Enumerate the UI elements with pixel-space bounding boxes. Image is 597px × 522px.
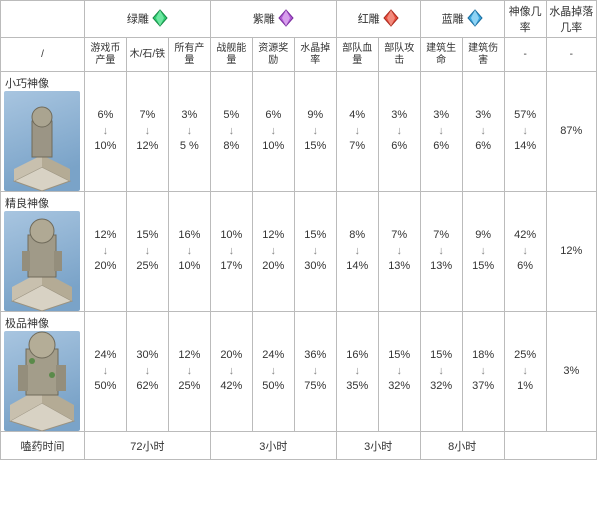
cell: 3%	[546, 312, 596, 432]
sub-dash2: -	[546, 38, 596, 72]
cell: 5%↓8%	[210, 72, 252, 192]
group-purple: 紫雕	[210, 1, 336, 38]
sub-r0: 部队血量	[336, 38, 378, 72]
group-blue-label: 蓝雕	[442, 13, 464, 25]
group-purple-label: 紫雕	[253, 13, 275, 25]
row-small: 小巧神像 6%↓10% 7%↓12% 3%↓5 % 5%↓8% 6%↓10% 9…	[1, 72, 597, 192]
statue-stats-table: 神像 绿雕 紫雕 红雕 蓝雕 神像几率 水晶掉落几率 / 游戏币产量 木/石/铁…	[0, 0, 597, 460]
col-statue-header: 神像	[1, 1, 85, 38]
statue-fine-cell: 精良神像	[1, 192, 85, 312]
sub-dash1: -	[504, 38, 546, 72]
gem-green-icon	[152, 9, 168, 30]
cell: 15%↓25%	[126, 192, 168, 312]
cell: 3%↓6%	[378, 72, 420, 192]
duration-empty	[504, 432, 596, 460]
sub-g2: 所有产量	[168, 38, 210, 72]
duration-purple: 3小时	[210, 432, 336, 460]
cell: 15%↓30%	[294, 192, 336, 312]
cell: 12%↓25%	[168, 312, 210, 432]
col-crystal-prob: 水晶掉落几率	[546, 1, 596, 38]
row-fine: 精良神像 12%↓20% 15%↓25% 16%↓10% 10%↓17% 12%…	[1, 192, 597, 312]
cell: 7%↓12%	[126, 72, 168, 192]
col-statue-prob: 神像几率	[504, 1, 546, 38]
cell: 16%↓35%	[336, 312, 378, 432]
cell: 6%↓10%	[84, 72, 126, 192]
duration-red: 3小时	[336, 432, 420, 460]
cell: 12%	[546, 192, 596, 312]
cell: 9%↓15%	[462, 192, 504, 312]
cell: 7%↓13%	[420, 192, 462, 312]
cell: 12%↓20%	[84, 192, 126, 312]
gem-red-icon	[383, 9, 399, 30]
statue-epic-cell: 极品神像	[1, 312, 85, 432]
cell: 6%↓10%	[252, 72, 294, 192]
sub-g1: 木/石/铁	[126, 38, 168, 72]
cell: 24%↓50%	[252, 312, 294, 432]
statue-fine-label: 精良神像	[1, 193, 84, 211]
cell: 16%↓10%	[168, 192, 210, 312]
statue-epic-label: 极品神像	[1, 313, 84, 331]
cell: 42%↓6%	[504, 192, 546, 312]
row-epic: 极品神像 24%↓50% 30%↓62% 12%↓25% 20%↓42% 24%…	[1, 312, 597, 432]
statue-epic-icon	[4, 331, 80, 431]
cell: 3%↓5 %	[168, 72, 210, 192]
group-blue: 蓝雕	[420, 1, 504, 38]
cell: 57%↓14%	[504, 72, 546, 192]
sub-slash: /	[1, 38, 85, 72]
cell: 15%↓32%	[420, 312, 462, 432]
cell: 30%↓62%	[126, 312, 168, 432]
cell: 7%↓13%	[378, 192, 420, 312]
cell: 36%↓75%	[294, 312, 336, 432]
statue-small-cell: 小巧神像	[1, 72, 85, 192]
duration-green: 72小时	[84, 432, 210, 460]
group-red-label: 红雕	[358, 13, 380, 25]
group-green-label: 绿雕	[127, 13, 149, 25]
statue-small-icon	[4, 91, 80, 191]
gem-blue-icon	[467, 9, 483, 30]
cell: 10%↓17%	[210, 192, 252, 312]
header-groups-row: 神像 绿雕 紫雕 红雕 蓝雕 神像几率 水晶掉落几率	[1, 1, 597, 38]
cell: 4%↓7%	[336, 72, 378, 192]
header-sub-row: / 游戏币产量 木/石/铁 所有产量 战舰能量 资源奖励 水晶掉率 部队血量 部…	[1, 38, 597, 72]
cell: 3%↓6%	[420, 72, 462, 192]
duration-blue: 8小时	[420, 432, 504, 460]
sub-b0: 建筑生命	[420, 38, 462, 72]
cell: 15%↓32%	[378, 312, 420, 432]
cell: 9%↓15%	[294, 72, 336, 192]
row-duration: 嗑药时间 72小时 3小时 3小时 8小时	[1, 432, 597, 460]
sub-r1: 部队攻击	[378, 38, 420, 72]
cell: 12%↓20%	[252, 192, 294, 312]
sub-p2: 水晶掉率	[294, 38, 336, 72]
sub-g0: 游戏币产量	[84, 38, 126, 72]
group-red: 红雕	[336, 1, 420, 38]
cell: 8%↓14%	[336, 192, 378, 312]
cell: 87%	[546, 72, 596, 192]
sub-p1: 资源奖励	[252, 38, 294, 72]
cell: 24%↓50%	[84, 312, 126, 432]
duration-label: 嗑药时间	[1, 432, 85, 460]
cell: 3%↓6%	[462, 72, 504, 192]
statue-fine-icon	[4, 211, 80, 311]
statue-small-label: 小巧神像	[1, 73, 84, 91]
sub-b1: 建筑伤害	[462, 38, 504, 72]
cell: 20%↓42%	[210, 312, 252, 432]
gem-purple-icon	[278, 9, 294, 30]
sub-p0: 战舰能量	[210, 38, 252, 72]
cell: 25%↓1%	[504, 312, 546, 432]
cell: 18%↓37%	[462, 312, 504, 432]
group-green: 绿雕	[84, 1, 210, 38]
